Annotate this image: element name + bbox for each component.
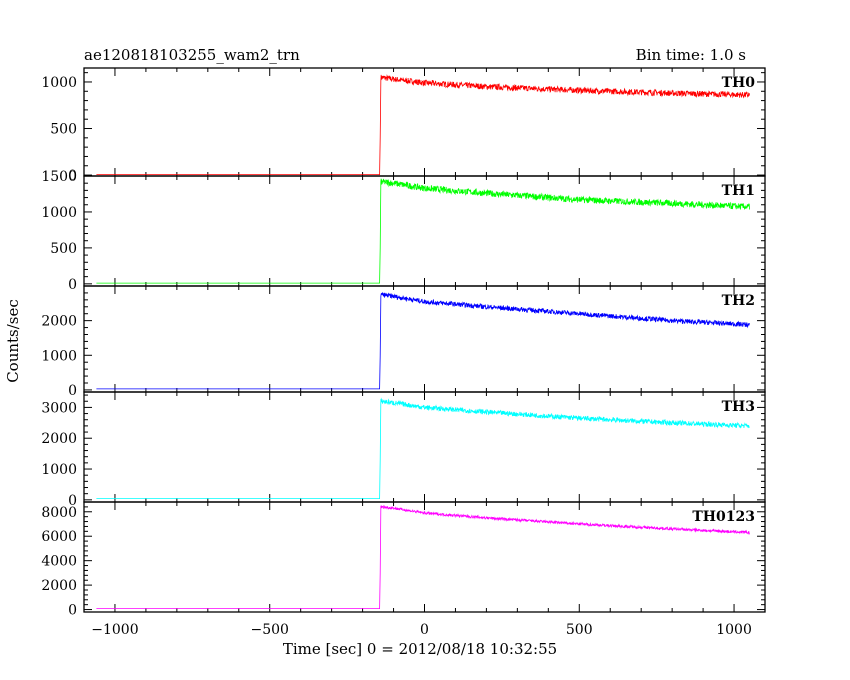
y-tick-label: 2000 [41,431,77,447]
x-tick-label: −500 [251,622,289,638]
series-line-th1 [96,178,750,284]
y-tick-label: 0 [68,493,77,509]
y-tick-label: 6000 [41,529,77,545]
y-tick-label: 1000 [41,205,77,221]
panel-label: TH0123 [692,509,755,525]
y-tick-label: 500 [50,241,77,257]
panel-th1: 0 500 1000 1500 TH1 [41,169,766,293]
y-tick-label: 1000 [41,348,77,364]
bin-time-label: Bin time: 1.0 s [636,46,746,64]
y-tick-label: 2000 [41,314,77,330]
y-tick-label: 3000 [41,400,77,416]
panels: 0 500 1000 TH0 0 500 1000 1500 TH1 0 1000 2000 TH2 0 1… [41,67,766,638]
y-tick-label: 1000 [41,75,77,91]
chart-title: ae120818103255_wam2_trn [84,46,300,64]
y-tick-label: 0 [68,277,77,293]
y-tick-label: 8000 [41,505,77,521]
series-line-th0 [96,74,750,175]
panel-frame [83,501,766,613]
panel-th0: 0 500 1000 TH0 [41,67,766,184]
y-tick-label: 0 [68,383,77,399]
panel-label: TH1 [722,183,755,199]
x-tick-label: 0 [420,622,429,638]
panel-label: TH2 [722,293,755,309]
y-axis-title: Counts/sec [4,299,22,383]
y-tick-label: 1000 [41,462,77,478]
series-line-th0123 [96,504,750,609]
y-tick-label: 4000 [41,554,77,570]
x-tick-label: 1000 [716,622,752,638]
panel-frame [83,175,766,287]
series-line-th2 [96,291,750,390]
y-tick-label: 1500 [41,169,77,185]
panel-label: TH0 [722,75,756,91]
y-tick-label: 500 [50,122,77,138]
y-tick-label: 0 [68,168,77,184]
x-tick-label: −1000 [91,622,138,638]
panel-th0123: 0 2000 4000 6000 8000 TH0123 [41,501,766,619]
panel-th3: 0 1000 2000 3000 TH3 [41,391,766,509]
panel-label: TH3 [722,399,755,415]
y-tick-label: 2000 [41,578,77,594]
y-tick-label: 0 [68,603,77,619]
series-line-th3 [96,397,750,499]
x-axis-title: Time [sec] 0 = 2012/08/18 10:32:55 [283,640,557,658]
x-tick-label: 500 [566,622,593,638]
panel-th2: 0 1000 2000 TH2 [41,285,766,399]
